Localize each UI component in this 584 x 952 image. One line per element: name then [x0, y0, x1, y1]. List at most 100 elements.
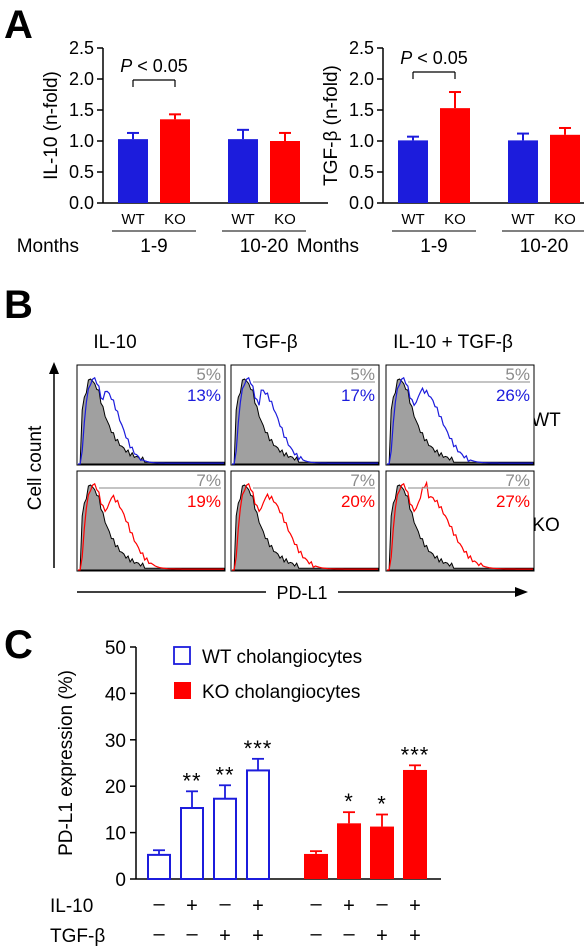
y-tick-label: 1.5 [69, 100, 94, 120]
histogram-cell: 7%20% [230, 470, 380, 572]
y-tick-label: 1.0 [69, 131, 94, 151]
panel-c-letter: C [4, 623, 33, 667]
treatment-mark: – [343, 923, 355, 945]
y-tick-label: 30 [105, 731, 126, 752]
treated-histogram [387, 376, 533, 465]
treated-histogram [232, 376, 378, 465]
legend-label-wt: WT cholangiocytes [202, 647, 362, 668]
control-percent: 5% [196, 365, 221, 384]
bar [337, 823, 361, 879]
significance-stars: * [344, 789, 354, 814]
histogram-cell: 5%13% [76, 364, 226, 466]
histogram-cell: 5%26% [385, 364, 535, 466]
histogram-cell: 7%27% [385, 470, 535, 572]
y-tick-label: 0.0 [69, 193, 94, 213]
significance-stars: *** [401, 742, 430, 767]
y-tick-label: 1.5 [349, 100, 374, 120]
legend-swatch-ko [174, 682, 191, 699]
y-tick-label: 0 [115, 870, 126, 891]
panel-b-letter: B [4, 283, 33, 327]
y-tick-label: 10 [105, 824, 126, 845]
bar-label: KO [554, 211, 576, 228]
control-histogram [78, 484, 225, 571]
bar [304, 853, 328, 879]
control-percent: 7% [505, 471, 530, 490]
bar [228, 139, 258, 203]
pdl1-arrowhead [515, 587, 528, 597]
treatment-mark: + [252, 895, 264, 917]
control-histogram [232, 378, 379, 465]
treated-percent: 26% [496, 386, 530, 405]
bar [398, 140, 428, 203]
significance-stars: * [377, 792, 387, 817]
condition-label: IL-10 + TGF-β [393, 332, 513, 353]
bar [180, 807, 204, 880]
treated-histogram [78, 482, 224, 571]
legend-label-ko: KO cholangiocytes [202, 682, 360, 703]
bar [550, 134, 580, 203]
group-label: 1-9 [140, 236, 167, 257]
bar [147, 853, 171, 881]
histogram-cell: 7%19% [76, 470, 226, 572]
treatment-mark: + [376, 925, 388, 947]
significance-stars: *** [244, 736, 273, 761]
control-percent: 7% [196, 471, 221, 490]
bar [440, 108, 470, 203]
treatment-mark: + [252, 925, 264, 947]
control-histogram [387, 378, 534, 465]
bar-label: KO [274, 211, 296, 228]
p-threshold: < 0.05 [132, 56, 188, 76]
y-tick-label: 2.0 [349, 69, 374, 89]
treated-percent: 20% [341, 492, 375, 511]
bar-label: KO [164, 211, 186, 228]
tgfb-fold-chart: 0.0 0.5 1.0 1.5 2.0 2.5 TGF-β (n-fold) WT KO WT KO… [297, 38, 584, 257]
control-percent: 5% [505, 365, 530, 384]
group-label: 10-20 [240, 236, 289, 257]
group-label: 1-9 [420, 236, 447, 257]
control-histogram [232, 484, 379, 571]
cell-count-label: Cell count [25, 425, 46, 510]
p-value-annotation: P < 0.05 [120, 56, 188, 76]
row-label: WT [531, 410, 561, 431]
pdl1-label: PD-L1 [276, 583, 327, 603]
bar-label: KO [444, 211, 466, 228]
p-value-annotation: P < 0.05 [400, 48, 468, 68]
condition-label: IL-10 [93, 332, 136, 353]
group-prefix: Months [17, 236, 79, 257]
y-tick-label: 1.0 [349, 131, 374, 151]
y-axis-label: TGF-β (n-fold) [321, 65, 342, 186]
bar-label: WT [401, 211, 424, 228]
treated-histogram [232, 482, 378, 571]
group-prefix: Months [297, 236, 359, 257]
y-tick-label: 2.5 [349, 38, 374, 58]
y-tick-label: 0.0 [349, 193, 374, 213]
y-axis-label: IL-10 (n-fold) [41, 71, 62, 180]
treatment-mark: + [409, 895, 421, 917]
bar [213, 797, 237, 881]
treatment-mark: + [186, 895, 198, 917]
treatment-mark: – [153, 893, 165, 915]
cell-count-arrowhead [49, 362, 59, 374]
bar [370, 826, 394, 879]
row-label: KO [532, 515, 559, 536]
treatment-mark: + [409, 925, 421, 947]
condition-label: TGF-β [242, 332, 297, 353]
bar-label: WT [231, 211, 254, 228]
y-axis-label: PD-L1 expression (%) [56, 670, 77, 856]
treated-percent: 17% [341, 386, 375, 405]
treated-percent: 13% [187, 386, 221, 405]
il10-fold-chart: 0.0 0.5 1.0 1.5 2.0 2.5 IL-10 (n-fold) WT KO WT KO… [17, 38, 328, 257]
treatment-mark: + [219, 925, 231, 947]
y-tick-label: 40 [105, 684, 126, 705]
treated-histogram [78, 376, 224, 465]
control-percent: 5% [350, 365, 375, 384]
y-tick-label: 0.5 [349, 162, 374, 182]
bar [270, 141, 300, 203]
bar [508, 140, 538, 203]
y-tick-label: 20 [105, 777, 126, 798]
pdl1-histogram-grid: IL-10 TGF-β IL-10 + TGF-β WT KO Cell count PD-… [25, 332, 561, 604]
pdl1-label-bg [266, 580, 338, 604]
bar [160, 119, 190, 203]
